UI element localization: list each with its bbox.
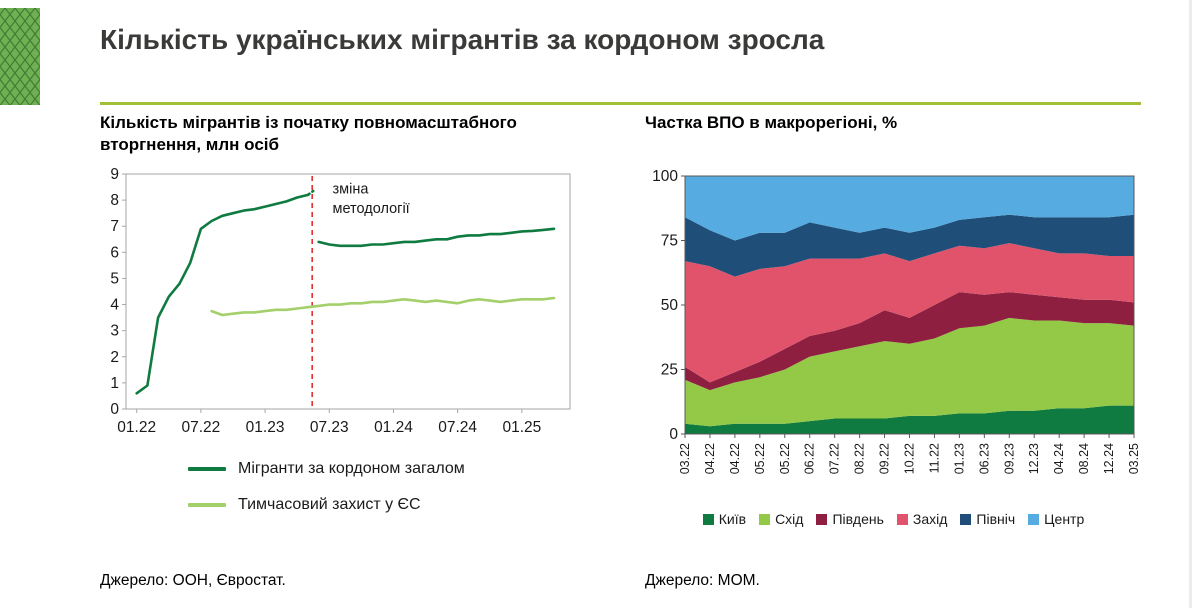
right-legend-item-2: Південь (816, 511, 884, 528)
left-chart-title: Кількість мігрантів із початку повномасш… (100, 113, 517, 155)
svg-text:01.23: 01.23 (952, 443, 966, 474)
svg-text:100: 100 (652, 168, 678, 185)
svg-text:06.22: 06.22 (803, 443, 817, 474)
svg-text:0: 0 (110, 401, 119, 418)
page-right-edge (1189, 0, 1192, 608)
page-title: Кількість українських мігрантів за кордо… (100, 24, 825, 55)
logo-lattice-icon (0, 8, 40, 105)
svg-text:07.22: 07.22 (828, 443, 842, 474)
left-chart-legend: Мігранти за кордоном загалом Тимчасовий з… (100, 460, 605, 514)
right-chart-legend: Київ Схід Південь Захід Північ Центр (645, 511, 1142, 527)
svg-text:0: 0 (669, 426, 678, 443)
legend-square-swatch (759, 513, 771, 525)
legend-label: Тимчасовий захист у ЄС (238, 496, 421, 514)
svg-text:12.24: 12.24 (1102, 443, 1116, 474)
svg-text:01.25: 01.25 (502, 419, 541, 436)
svg-text:зміна: зміна (332, 182, 369, 198)
legend-label: Північ (976, 511, 1016, 528)
right-legend-item-3: Захід (896, 511, 948, 528)
left-legend-item-0: Мігранти за кордоном загалом (188, 460, 605, 478)
svg-text:3: 3 (110, 323, 119, 340)
svg-text:11.22: 11.22 (927, 443, 941, 473)
svg-text:05.22: 05.22 (778, 443, 792, 474)
legend-line-swatch (188, 467, 226, 472)
left-panel: Кількість мігрантів із початку повномасш… (100, 112, 605, 589)
svg-text:07.22: 07.22 (181, 419, 220, 436)
svg-text:08.22: 08.22 (853, 443, 867, 474)
svg-text:8: 8 (110, 192, 119, 209)
left-source: Джерело: ООН, Євростат. (100, 572, 286, 589)
right-chart-title: Частка ВПО в макрорегіоні, % (645, 113, 898, 132)
svg-text:04.24: 04.24 (1052, 443, 1066, 474)
right-panel: Частка ВПО в макрорегіоні, % 0 25 50 75 100 0… (645, 112, 1142, 589)
svg-text:1: 1 (110, 375, 119, 392)
svg-text:07.23: 07.23 (310, 419, 349, 436)
idp-stacked-area-chart: 0 25 50 75 100 03.22 04.22 04.22 05.22 05.22 06.22… (652, 168, 1141, 474)
right-legend-item-1: Схід (759, 511, 803, 527)
svg-text:9: 9 (110, 166, 119, 183)
legend-square-swatch (1028, 513, 1040, 525)
right-legend-item-4: Північ (960, 511, 1015, 527)
svg-text:50: 50 (661, 297, 679, 314)
svg-text:5: 5 (110, 271, 119, 288)
legend-label: Центр (1044, 511, 1085, 528)
migrants-line-chart: 0 1 2 3 4 5 6 7 8 9 01.22 07.22 01.23 07.23 01.24 07.24… (110, 166, 571, 436)
logo (0, 8, 40, 110)
svg-text:7: 7 (110, 218, 119, 235)
svg-text:03.22: 03.22 (678, 443, 692, 474)
legend-square-swatch (816, 513, 828, 525)
svg-text:03.25: 03.25 (1127, 443, 1141, 474)
svg-text:75: 75 (661, 233, 678, 250)
right-legend-item-5: Центр (1028, 511, 1084, 527)
svg-text:01.22: 01.22 (117, 419, 156, 436)
right-source: Джерело: МОМ. (645, 572, 760, 589)
accent-rule (100, 102, 1141, 105)
svg-text:06.23: 06.23 (977, 443, 991, 474)
legend-square-swatch (896, 513, 908, 525)
svg-text:методології: методології (332, 201, 409, 217)
svg-text:4: 4 (110, 297, 119, 314)
svg-text:04.22: 04.22 (703, 443, 717, 474)
svg-text:04.22: 04.22 (728, 443, 742, 474)
legend-label: Південь (832, 511, 884, 528)
svg-text:05.22: 05.22 (753, 443, 767, 474)
left-legend-item-1: Тимчасовий захист у ЄС (188, 496, 605, 514)
svg-text:07.24: 07.24 (438, 419, 477, 436)
legend-label: Захід (912, 511, 948, 528)
svg-text:08.24: 08.24 (1077, 443, 1091, 474)
svg-text:09.23: 09.23 (1002, 443, 1016, 474)
svg-text:10.22: 10.22 (903, 443, 917, 474)
svg-text:6: 6 (110, 245, 119, 262)
svg-text:12.23: 12.23 (1027, 443, 1041, 474)
svg-text:2: 2 (110, 349, 119, 366)
legend-label: Київ (718, 511, 747, 528)
svg-text:09.22: 09.22 (878, 443, 892, 474)
svg-text:25: 25 (661, 362, 678, 379)
right-legend-item-0: Київ (702, 511, 747, 528)
legend-square-swatch (702, 513, 714, 525)
legend-label: Мігранти за кордоном загалом (238, 460, 465, 478)
legend-square-swatch (960, 513, 972, 525)
legend-label: Схід (775, 511, 804, 528)
svg-text:01.23: 01.23 (246, 419, 285, 436)
legend-line-swatch (188, 503, 226, 508)
svg-text:01.24: 01.24 (374, 419, 413, 436)
